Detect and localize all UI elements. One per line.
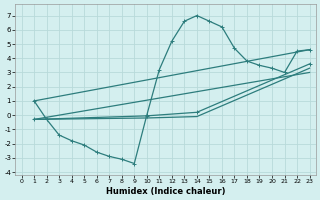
X-axis label: Humidex (Indice chaleur): Humidex (Indice chaleur)	[106, 187, 225, 196]
